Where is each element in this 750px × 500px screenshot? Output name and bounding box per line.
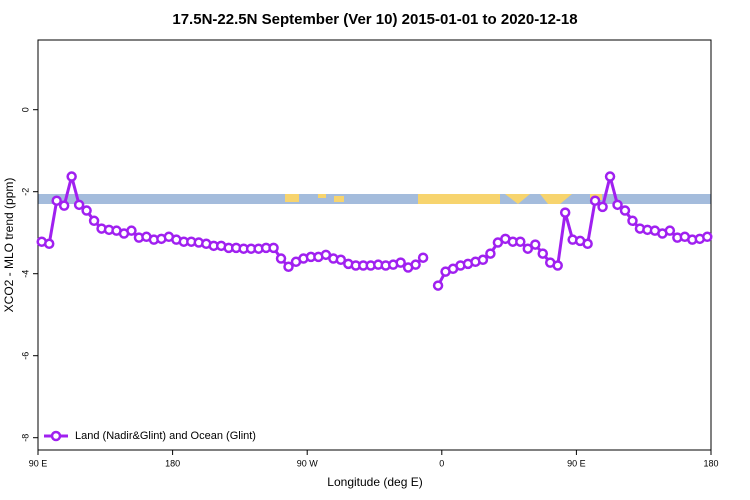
data-point — [597, 201, 608, 213]
data-point — [417, 252, 429, 263]
data-point — [73, 199, 85, 211]
data-point — [432, 280, 444, 291]
data-point — [126, 225, 137, 236]
x-tick-label: 180 — [165, 458, 180, 468]
data-point — [410, 259, 421, 270]
x-axis-label: Longitude (deg E) — [327, 475, 422, 489]
data-point — [702, 231, 713, 243]
data-point — [612, 199, 623, 211]
data-point — [582, 238, 593, 250]
data-point — [552, 260, 563, 271]
data-point — [485, 248, 496, 259]
y-tick-label: 0 — [20, 107, 30, 112]
data-point — [51, 195, 62, 206]
data-point — [530, 239, 541, 250]
data-point — [88, 215, 100, 227]
data-point — [81, 205, 92, 216]
plot-frame — [37, 39, 712, 451]
data-point — [43, 238, 55, 250]
data-point — [283, 261, 294, 272]
data-point — [619, 205, 631, 216]
y-axis-label: XCO2 - MLO trend (ppm) — [2, 178, 16, 313]
y-tick-label: -4 — [20, 270, 30, 278]
data-point — [515, 236, 526, 247]
data-point — [559, 207, 571, 218]
data-point — [664, 225, 676, 236]
x-tick-label: 90 E — [29, 458, 48, 468]
y-tick-label: -6 — [20, 352, 30, 360]
data-point — [66, 171, 77, 182]
x-tick-label: 0 — [439, 458, 444, 468]
data-point — [335, 254, 347, 266]
data-point — [58, 200, 70, 211]
data-point — [604, 171, 616, 182]
data-point — [627, 215, 638, 227]
x-tick-label: 180 — [703, 458, 718, 468]
data-point — [275, 253, 287, 264]
data-point — [522, 243, 534, 254]
data-point — [477, 254, 489, 266]
chart-title: 17.5N-22.5N September (Ver 10) 2015-01-0… — [172, 11, 577, 28]
x-tick-label: 90 E — [567, 458, 586, 468]
data-point — [268, 242, 279, 254]
legend-marker — [50, 430, 62, 442]
land-ocean-strip — [38, 194, 711, 204]
y-tick-label: -2 — [20, 188, 30, 196]
legend: Land (Nadir&Glint) and Ocean (Glint) — [44, 430, 256, 442]
legend-label: Land (Nadir&Glint) and Ocean (Glint) — [75, 430, 256, 442]
x-tick-label: 90 W — [297, 458, 319, 468]
data-point — [537, 248, 548, 259]
data-point — [589, 195, 601, 206]
data-point — [395, 257, 406, 268]
y-tick-label: -8 — [20, 434, 30, 442]
